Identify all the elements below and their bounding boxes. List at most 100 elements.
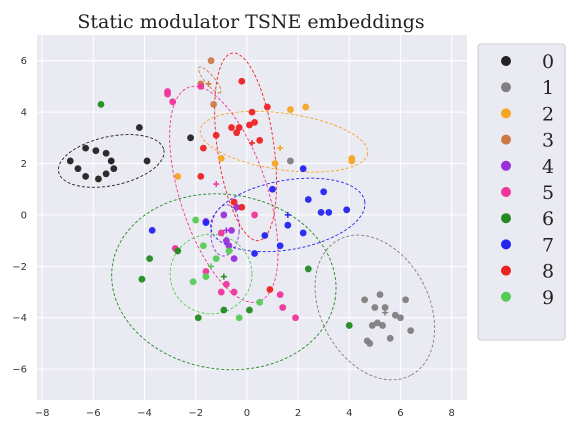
data-point-class-0 — [82, 172, 90, 180]
data-point-class-6 — [97, 101, 105, 108]
data-point-class-4 — [233, 203, 241, 211]
data-point-class-7 — [202, 219, 210, 227]
data-point-class-5 — [164, 90, 171, 98]
data-point-class-5 — [223, 280, 230, 288]
data-point-class-8 — [256, 136, 264, 144]
cluster-ellipse-7 — [210, 177, 366, 253]
data-point-class-0 — [143, 157, 151, 165]
data-point-class-0 — [74, 165, 82, 173]
y-tick-label: 4 — [21, 108, 27, 119]
legend-label: 4 — [542, 156, 554, 178]
data-point-class-5 — [251, 211, 258, 219]
data-point-class-2 — [348, 157, 356, 165]
data-point-class-7 — [148, 226, 156, 234]
legend-label: 5 — [542, 182, 554, 204]
data-point-class-8 — [230, 198, 238, 206]
x-tick-label: −8 — [35, 408, 50, 419]
cluster-ellipse-6 — [111, 193, 337, 371]
data-point-class-1 — [402, 296, 409, 304]
y-tick-label: 6 — [21, 56, 27, 67]
x-tick-label: 6 — [397, 408, 403, 419]
y-tick-label: 0 — [21, 210, 27, 221]
data-point-class-8 — [199, 144, 207, 152]
data-point-class-1 — [386, 334, 394, 342]
data-point-class-8 — [235, 124, 243, 131]
data-point-class-7 — [299, 165, 307, 173]
data-point-class-6 — [246, 306, 253, 314]
data-point-class-6 — [304, 265, 312, 273]
legend-label: 2 — [542, 103, 554, 125]
chart-title: Static modulator TSNE embeddings — [77, 11, 424, 33]
data-point-class-9 — [212, 255, 220, 263]
plot-area — [37, 35, 467, 400]
data-point-class-0 — [66, 157, 74, 165]
data-point-class-9 — [235, 314, 243, 322]
data-point-class-2 — [217, 154, 225, 162]
data-point-class-7 — [284, 221, 292, 229]
data-point-class-6 — [220, 306, 228, 314]
data-point-class-4 — [223, 237, 230, 245]
data-point-class-5 — [276, 291, 284, 299]
data-point-class-7 — [304, 196, 312, 203]
legend-marker — [501, 213, 511, 224]
data-point-class-7 — [269, 185, 276, 193]
data-point-class-8 — [212, 131, 220, 139]
data-point-class-6 — [146, 255, 154, 263]
legend-label: 7 — [542, 234, 554, 256]
legend-label: 9 — [542, 287, 554, 309]
data-point-class-3 — [210, 101, 218, 108]
data-point-class-8 — [251, 118, 258, 126]
data-point-class-0 — [187, 134, 194, 142]
legend-item-4: 4 — [501, 156, 554, 178]
data-point-class-4 — [230, 255, 238, 263]
data-point-class-1 — [361, 296, 369, 304]
centroid-marker-1 — [382, 309, 389, 316]
data-point-class-8 — [238, 77, 246, 85]
legend-marker — [501, 82, 511, 93]
data-point-class-7 — [343, 206, 351, 214]
y-tick-label: −4 — [12, 313, 27, 324]
data-point-class-0 — [102, 170, 110, 178]
data-point-class-2 — [271, 160, 279, 167]
data-point-class-9 — [256, 298, 264, 306]
cluster-ellipse-8 — [214, 52, 277, 242]
data-point-class-5 — [202, 268, 210, 275]
data-point-class-1 — [286, 157, 294, 165]
legend-marker — [501, 160, 511, 171]
data-point-class-5 — [292, 314, 299, 322]
cluster-ellipse-9 — [169, 233, 253, 315]
centroid-marker-6 — [220, 273, 227, 280]
data-point-class-5 — [197, 83, 205, 90]
centroid-marker-3 — [205, 80, 212, 87]
cluster-centroids — [108, 80, 389, 316]
data-point-class-5 — [279, 304, 287, 311]
legend-marker — [501, 56, 511, 66]
centroid-marker-2 — [277, 145, 284, 152]
legend: 0 1 2 3 4 5 6 7 8 9 — [477, 43, 566, 341]
legend-item-2: 2 — [501, 103, 554, 125]
legend-item-1: 1 — [501, 77, 554, 99]
data-point-class-1 — [397, 314, 404, 322]
x-tick-label: 4 — [346, 408, 352, 419]
data-point-class-7 — [276, 242, 284, 250]
data-point-class-1 — [366, 340, 374, 347]
data-point-class-0 — [135, 124, 143, 131]
data-point-class-8 — [197, 172, 205, 180]
centroid-marker-8 — [249, 139, 255, 146]
data-point-class-1 — [407, 327, 415, 334]
data-point-class-1 — [368, 322, 376, 329]
data-point-class-1 — [391, 311, 399, 319]
data-point-class-7 — [251, 250, 258, 257]
data-point-class-5 — [217, 229, 225, 237]
data-point-class-2 — [174, 172, 182, 180]
centroid-marker-5 — [213, 181, 220, 188]
x-tick-label: −6 — [86, 408, 101, 419]
centroid-marker-9 — [208, 263, 215, 270]
cluster-ellipse-0 — [57, 134, 165, 188]
x-tick-label: −4 — [137, 408, 152, 419]
data-point-class-5 — [169, 98, 177, 106]
centroid-marker-7 — [284, 211, 291, 218]
cluster-ellipse-5 — [169, 85, 279, 303]
legend-item-6: 6 — [501, 208, 554, 230]
